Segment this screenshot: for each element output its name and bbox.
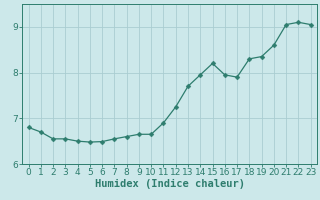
X-axis label: Humidex (Indice chaleur): Humidex (Indice chaleur) [95, 179, 244, 189]
